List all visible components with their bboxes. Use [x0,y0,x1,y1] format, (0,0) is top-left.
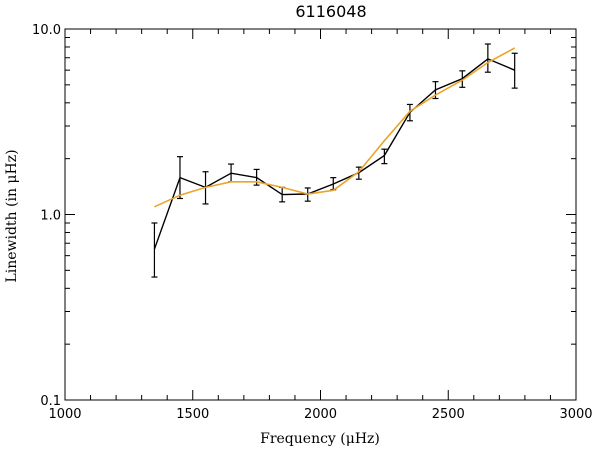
x-tick-label: 2500 [432,407,465,422]
x-tick-label: 1500 [176,407,209,422]
fit-line [154,47,516,208]
y-tick-label: 1.0 [40,209,61,224]
x-tick-label: 3000 [559,407,592,422]
x-tick-label: 1000 [48,407,81,422]
x-axis-label: Frequency (μHz) [260,431,380,447]
plot-frame [64,28,577,401]
y-axis-label: Linewidth (in μHz) [4,149,20,282]
chart-title: 6116048 [295,2,366,21]
y-tick-label: 0.1 [40,394,61,409]
x-tick-label: 2000 [304,407,337,422]
plot-area: 1000 1500 2000 2500 3000 0.1 1.0 10.0 [32,23,593,422]
y-tick-label: 10.0 [32,23,61,38]
